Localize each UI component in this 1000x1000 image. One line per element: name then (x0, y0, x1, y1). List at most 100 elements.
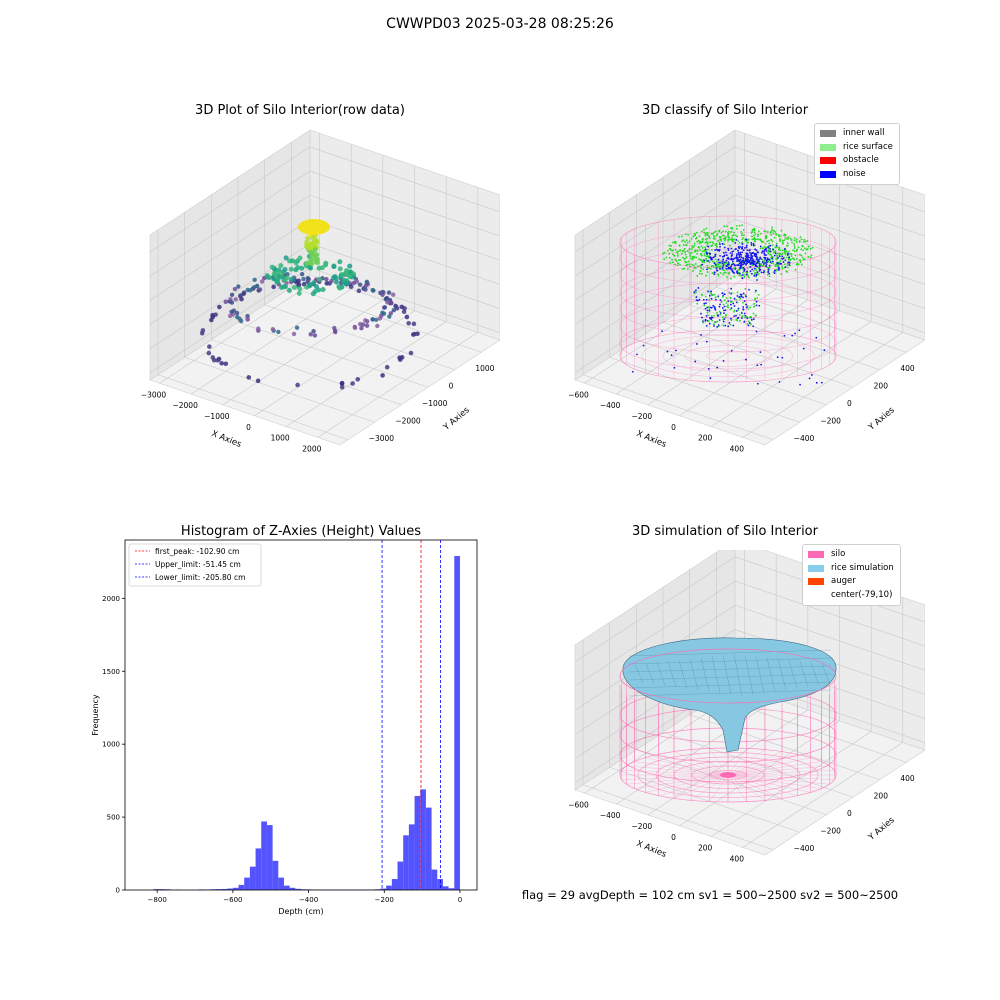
rice-surface-point (717, 239, 719, 242)
bottom-ring-point (404, 314, 410, 320)
rice-surface-point (686, 250, 689, 252)
scattered-noise-point (631, 370, 634, 373)
surface-mesh-line (628, 689, 832, 697)
green-layer-point (269, 264, 275, 270)
y-tick-label: 200 (874, 381, 889, 390)
rice-surface-point (730, 231, 732, 234)
cone-cluster-point (711, 319, 714, 322)
rice-surface-point (726, 232, 729, 234)
cone-cluster-point (730, 317, 732, 320)
cone-cluster-point (704, 307, 707, 310)
noise-point (746, 270, 749, 273)
cone-cluster-point (730, 307, 733, 310)
middle-ring-point (387, 314, 392, 319)
noise-point (740, 263, 743, 266)
rice-surface-point (714, 258, 717, 261)
noise-point (727, 263, 730, 266)
rice-surface-point (693, 242, 696, 245)
rice-surface-point (703, 231, 706, 234)
cone-cluster-point (725, 302, 728, 304)
rice-surface-point (674, 258, 677, 261)
rice-surface-point (770, 234, 773, 236)
cone-cluster-point (723, 312, 725, 315)
rice-surface-point (735, 225, 738, 227)
y-tick-label: 400 (900, 774, 915, 783)
bottom-ring-point (399, 304, 405, 310)
silo-floor-spoke (727, 770, 835, 776)
cone-cluster-point (750, 318, 753, 321)
cone-cluster-point (713, 323, 715, 326)
rice-surface-point (672, 253, 674, 256)
rice-surface-point (691, 263, 694, 266)
rice-surface-point (801, 256, 804, 259)
cone-cluster-point (733, 310, 735, 313)
noise-point (721, 242, 724, 245)
noise-point (705, 253, 708, 255)
rice-surface-point (780, 229, 783, 232)
rice-surface-point (714, 244, 717, 247)
rice-surface-point (675, 260, 678, 262)
cone-cluster-point (705, 302, 707, 305)
y-axis-label: Y Axies (441, 405, 472, 433)
cone-cluster-point (729, 303, 732, 306)
rice-simulation-surface (622, 637, 837, 753)
x-tick-label: −1000 (204, 412, 230, 421)
cone-cluster-point (733, 315, 736, 318)
rice-surface-point (802, 249, 804, 252)
rice-surface-point (804, 240, 807, 243)
cone-cluster-point (749, 323, 752, 326)
middle-ring-point (357, 282, 363, 287)
cone-cluster-point (742, 308, 745, 311)
rice-surface-point (711, 232, 714, 235)
bottom-ring-point (411, 321, 417, 327)
noise-point (735, 254, 738, 257)
noise-point (755, 264, 758, 267)
rice-surface-point (670, 249, 673, 252)
grid-line (222, 299, 383, 406)
rice-surface-point (791, 241, 793, 244)
grid-line (254, 310, 415, 417)
rice-surface-point (738, 241, 741, 244)
scattered-noise-point (791, 334, 794, 337)
silo-floor-spoke (645, 774, 729, 793)
noise-point (766, 258, 769, 261)
cone-cluster-point (731, 300, 733, 303)
rice-surface-point (757, 233, 759, 236)
x-tick-label: −600 (223, 896, 242, 904)
scattered-noise-point (783, 334, 786, 337)
noise-point (760, 257, 762, 260)
middle-ring-point (259, 279, 265, 284)
rice-surface-point (781, 252, 784, 255)
noise-point (722, 251, 725, 254)
noise-point (707, 260, 710, 262)
silo-floor-spoke (727, 748, 747, 776)
cone-cluster-point (721, 307, 724, 309)
noise-point (729, 266, 732, 269)
x-tick-label: 400 (730, 444, 745, 453)
cone-cluster-point (716, 295, 719, 298)
rice-surface-point (774, 250, 777, 252)
surface-mesh-line (689, 658, 699, 691)
scattered-noise-point (642, 344, 645, 347)
cone-cluster-point (707, 305, 710, 308)
cone-cluster-point (724, 316, 727, 319)
green-layer-point (320, 287, 326, 293)
rice-surface-point (794, 268, 797, 271)
silo-floor-spoke (727, 774, 783, 799)
bottom-ring-point (219, 360, 224, 366)
rice-surface-point (788, 250, 791, 253)
noise-point (724, 261, 726, 264)
noise-point (753, 254, 756, 257)
cone-cluster-point (753, 305, 756, 308)
grid-line (286, 321, 447, 427)
rice-surface-point (807, 245, 810, 248)
noise-point (742, 261, 745, 264)
rice-surface-point (706, 233, 709, 236)
histogram-bar (227, 888, 233, 890)
silo-floor-spoke (727, 754, 798, 776)
rice-surface-point (701, 254, 703, 257)
middle-ring-point (270, 327, 276, 332)
noise-point (752, 242, 755, 245)
y-tick-label: 2000 (102, 595, 120, 603)
scattered-noise-point (756, 382, 759, 385)
